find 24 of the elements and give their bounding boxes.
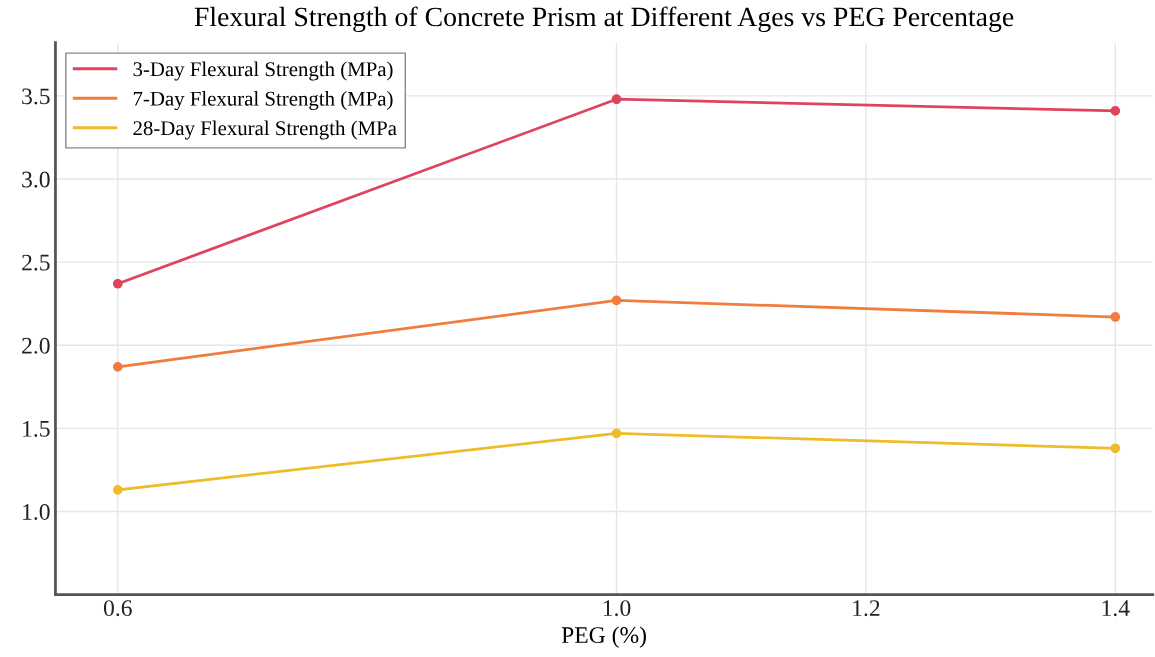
point (611, 428, 622, 439)
x-tick-label: 1.4 (1102, 600, 1130, 617)
point (112, 484, 123, 495)
point (1110, 105, 1121, 116)
chart-title: Flexural Strength of Concrete Prism at Different Ages vs PEG Percentage (194, 6, 1014, 33)
y-tick-label: 2.5 (22, 254, 50, 271)
y-tick-label: 3.5 (22, 88, 50, 105)
x-tick-label: 0.6 (103, 600, 132, 617)
x-tick-label: 1.0 (603, 600, 631, 617)
y-tick-label: 1.5 (23, 420, 50, 437)
point (112, 361, 123, 372)
x-tick-label: 1.2 (853, 600, 880, 617)
y-tick-label: 2.0 (22, 337, 50, 354)
point (112, 278, 123, 289)
legend-label: 28-Day Flexural Strength (MPa (133, 120, 397, 140)
point (1110, 443, 1121, 454)
legend-label: 3-Day Flexural Strength (MPa) (133, 61, 393, 81)
y-tick-label: 3.0 (22, 171, 50, 188)
point (1110, 312, 1121, 322)
point (611, 295, 622, 306)
legend-label: 7-Day Flexural Strength (MPa) (133, 91, 393, 111)
x-axis-title: PEG (%) (561, 626, 646, 648)
y-tick-label: 1.0 (23, 503, 50, 520)
point (611, 94, 622, 105)
